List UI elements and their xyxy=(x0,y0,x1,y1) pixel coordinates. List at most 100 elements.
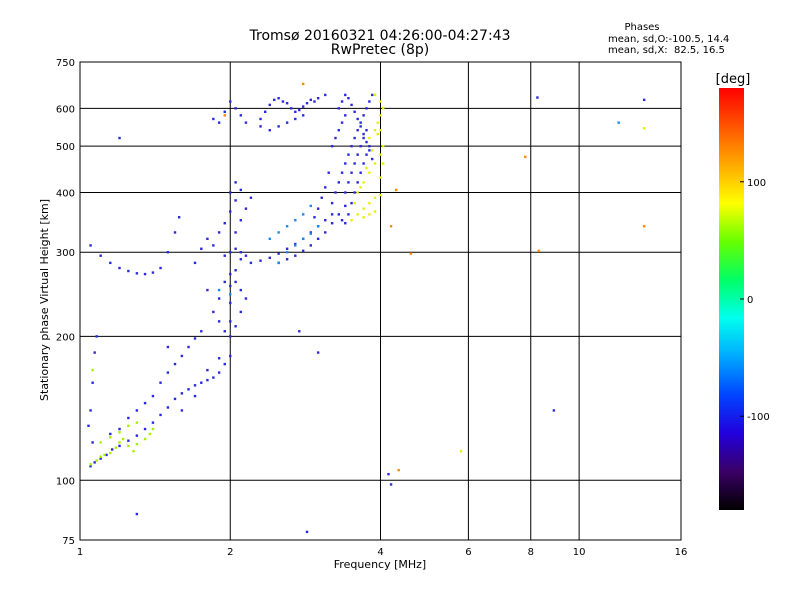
data-point xyxy=(234,231,237,234)
data-point xyxy=(356,153,359,156)
chart-subtitle: RwPretec (8p) xyxy=(331,42,429,58)
data-point xyxy=(334,191,337,194)
data-point xyxy=(277,261,280,265)
data-point xyxy=(187,345,190,349)
data-point xyxy=(353,201,356,205)
data-point xyxy=(344,222,347,225)
data-point xyxy=(143,272,147,276)
data-point xyxy=(316,351,320,354)
data-point xyxy=(379,153,382,156)
data-point xyxy=(368,201,371,205)
data-point xyxy=(350,219,353,222)
data-point xyxy=(379,100,382,103)
data-point xyxy=(93,461,96,464)
data-point xyxy=(368,213,371,216)
data-point xyxy=(301,249,305,253)
data-point xyxy=(91,381,94,384)
data-point xyxy=(273,98,276,102)
data-point xyxy=(87,424,90,428)
data-point xyxy=(330,213,334,216)
data-point xyxy=(249,261,253,265)
data-point xyxy=(344,93,347,97)
data-point xyxy=(353,136,356,140)
data-point xyxy=(537,249,540,253)
data-point xyxy=(148,432,152,436)
data-point xyxy=(379,193,382,197)
data-point xyxy=(356,191,359,194)
data-point xyxy=(373,210,377,213)
data-point xyxy=(285,101,289,105)
data-point xyxy=(217,357,221,360)
data-point xyxy=(301,82,305,86)
data-point xyxy=(127,424,130,428)
data-point xyxy=(353,162,356,165)
data-point xyxy=(381,107,385,110)
data-point xyxy=(99,457,102,460)
data-point xyxy=(110,448,114,451)
data-point xyxy=(173,397,177,401)
data-point xyxy=(91,441,94,444)
data-point xyxy=(277,125,280,128)
data-point xyxy=(459,450,463,453)
data-point xyxy=(229,191,232,194)
data-point xyxy=(294,117,297,121)
data-point xyxy=(379,128,382,132)
data-point xyxy=(135,421,139,424)
data-point xyxy=(359,121,362,124)
data-point xyxy=(362,114,365,117)
x-axis-label: Frequency [MHz] xyxy=(334,558,426,571)
data-point xyxy=(344,191,347,194)
data-point xyxy=(368,144,371,148)
data-point xyxy=(229,320,232,323)
data-point xyxy=(356,181,359,184)
data-point xyxy=(244,207,248,210)
data-point xyxy=(229,284,232,288)
data-point xyxy=(301,237,305,241)
data-points xyxy=(87,82,646,534)
data-point xyxy=(127,439,130,442)
data-point xyxy=(340,121,344,124)
data-point xyxy=(309,232,312,235)
data-point xyxy=(99,441,102,444)
data-point xyxy=(294,254,297,257)
data-point xyxy=(368,171,371,174)
data-point xyxy=(173,362,177,366)
data-point xyxy=(223,362,226,366)
data-point xyxy=(642,127,646,130)
data-point xyxy=(200,381,203,384)
x-tick-label: 1 xyxy=(77,547,83,558)
data-point xyxy=(268,237,271,241)
data-point xyxy=(244,297,248,300)
data-point xyxy=(229,301,232,305)
data-point xyxy=(344,204,347,208)
data-point xyxy=(344,114,347,117)
data-point xyxy=(217,231,221,234)
data-point xyxy=(109,436,112,439)
data-point xyxy=(350,201,353,205)
data-point xyxy=(309,204,312,208)
data-point xyxy=(264,110,267,114)
data-point xyxy=(347,213,350,216)
data-point xyxy=(166,406,170,409)
y-tick-label: 600 xyxy=(56,104,75,115)
data-point xyxy=(229,354,232,358)
plot-frame xyxy=(79,61,682,541)
data-point xyxy=(212,376,215,379)
data-point xyxy=(135,434,139,437)
data-point xyxy=(159,266,162,270)
x-axis-ticks: 1 2 4 6 8 10 16 xyxy=(77,547,688,558)
data-point xyxy=(239,114,243,117)
data-point xyxy=(234,107,237,110)
data-point xyxy=(362,207,365,210)
colorbar-tick-label: 100 xyxy=(747,178,766,189)
data-point xyxy=(324,186,327,189)
data-point xyxy=(159,381,162,384)
data-point xyxy=(234,199,237,202)
data-point xyxy=(234,280,237,284)
data-point xyxy=(234,181,237,184)
data-point xyxy=(234,247,237,250)
data-point xyxy=(217,121,221,124)
data-point xyxy=(239,288,243,292)
data-point xyxy=(309,244,312,247)
